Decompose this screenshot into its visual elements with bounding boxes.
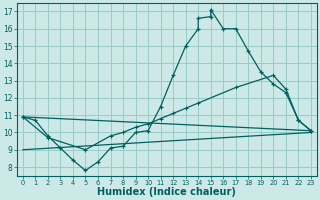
X-axis label: Humidex (Indice chaleur): Humidex (Indice chaleur) <box>98 187 236 197</box>
